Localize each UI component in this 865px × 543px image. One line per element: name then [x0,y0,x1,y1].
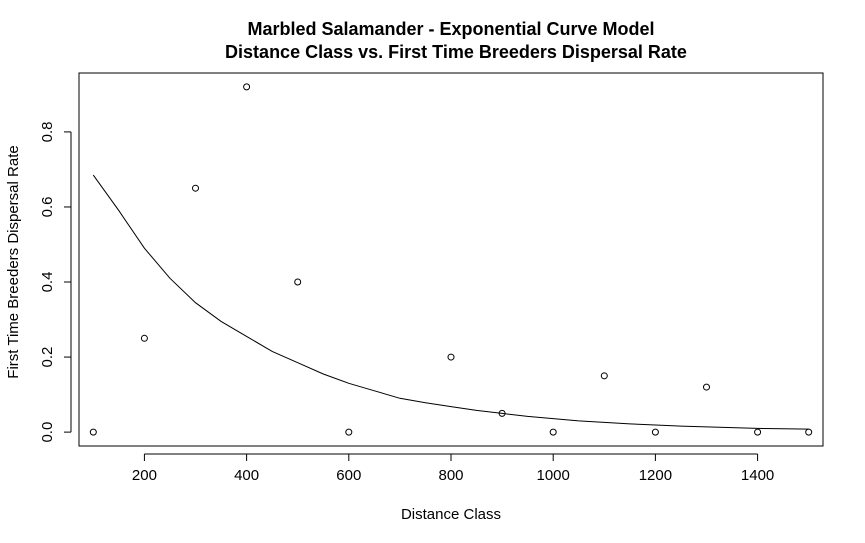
y-tick-label: 0.2 [39,347,56,368]
x-tick-label: 400 [234,467,259,484]
plot-frame [78,72,824,447]
y-axis: 0.0 0.2 0.4 0.6 0.8 [39,121,72,443]
y-tick-label: 0.0 [39,422,56,443]
x-tick-label: 1200 [639,467,672,484]
x-tick-label: 200 [132,467,157,484]
data-point [549,428,557,436]
chart-subtitle: Distance Class vs. First Time Breeders D… [225,42,687,62]
x-tick-label: 800 [438,467,463,484]
data-points [89,83,813,436]
x-tick-label: 1400 [741,467,774,484]
data-point [140,334,148,342]
data-point [600,372,608,380]
x-axis-label: Distance Class [401,506,501,523]
y-axis-label: First Time Breeders Dispersal Rate [5,145,22,378]
data-point [805,428,813,436]
x-tick-label: 600 [336,467,361,484]
y-tick-label: 0.6 [39,197,56,218]
data-point [89,428,97,436]
chart-title: Marbled Salamander - Exponential Curve M… [247,19,654,39]
data-point [192,184,200,192]
data-point [702,383,710,391]
data-point [447,353,455,361]
x-tick-label: 1000 [537,467,570,484]
data-point [651,428,659,436]
exponential-fit-curve [92,174,809,430]
x-axis: 200 400 600 800 1000 1200 1400 [132,453,774,484]
data-point [498,409,506,417]
data-point [754,428,762,436]
data-point [345,428,353,436]
data-point [294,278,302,286]
data-point [243,83,251,91]
y-tick-label: 0.8 [39,121,56,142]
y-tick-label: 0.4 [39,272,56,293]
